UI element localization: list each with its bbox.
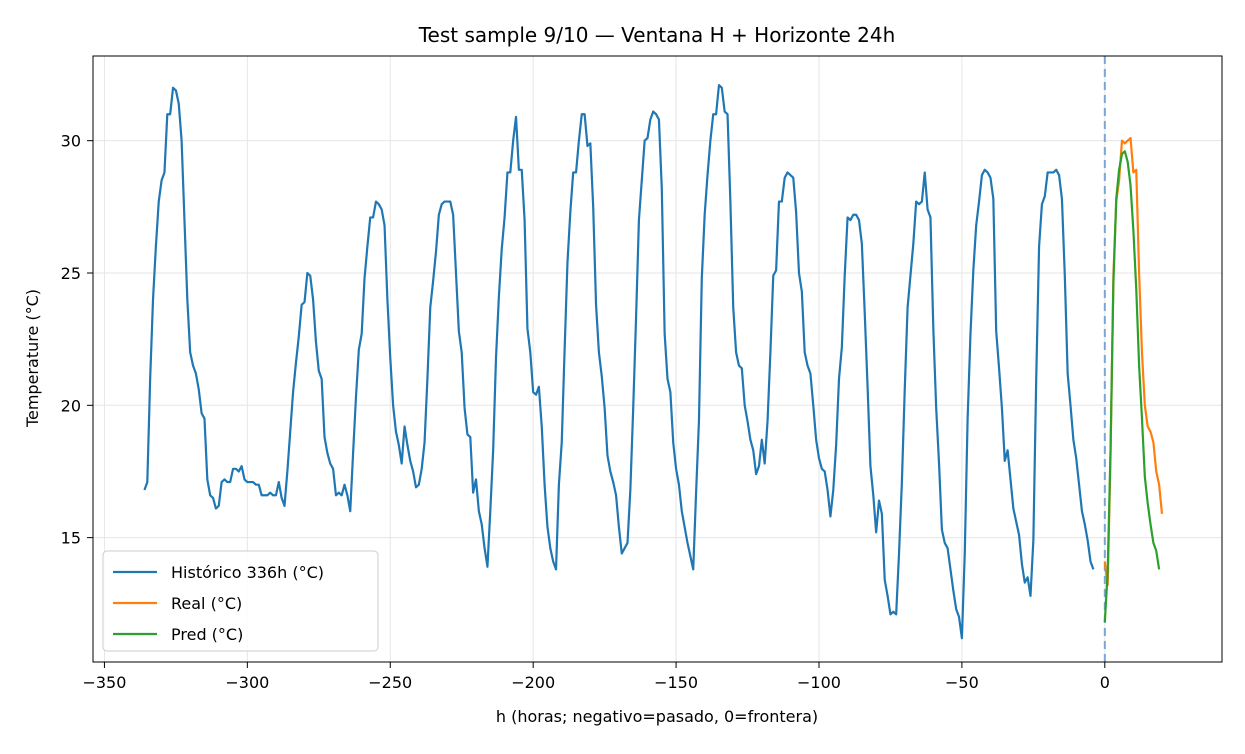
y-axis: 15 20 25 30 — [61, 132, 93, 548]
x-axis: −350 −300 −250 −200 −150 −100 −50 0 — [82, 662, 1110, 692]
legend-label-2: Pred (°C) — [171, 625, 243, 644]
x-tick-label: −100 — [797, 673, 841, 692]
series-group — [143, 84, 1164, 640]
y-tick-label: 15 — [61, 529, 81, 548]
y-tick-label: 30 — [61, 132, 81, 151]
x-tick-label: −250 — [368, 673, 412, 692]
y-tick-label: 20 — [61, 396, 81, 415]
series-line-2 — [1103, 150, 1161, 623]
legend-label-0: Histórico 336h (°C) — [171, 563, 324, 582]
x-tick-label: −50 — [945, 673, 979, 692]
legend-box — [102, 550, 379, 652]
legend-label-1: Real (°C) — [171, 594, 242, 613]
legend: Histórico 336h (°C) Real (°C) Pred (°C) — [102, 550, 379, 652]
series-line-1 — [1103, 136, 1164, 587]
plot-area-frame — [92, 55, 1223, 663]
x-tick-label: −150 — [654, 673, 698, 692]
y-tick-label: 25 — [61, 264, 81, 283]
x-tick-label: 0 — [1100, 673, 1110, 692]
x-tick-label: −300 — [225, 673, 269, 692]
series-line-0 — [143, 84, 1095, 640]
x-tick-label: −200 — [511, 673, 555, 692]
y-axis-label: Temperature (°C) — [23, 289, 42, 428]
x-tick-label: −350 — [82, 673, 126, 692]
x-axis-label: h (horas; negativo=pasado, 0=frontera) — [496, 707, 818, 726]
chart-title: Test sample 9/10 — Ventana H + Horizonte… — [418, 23, 896, 47]
